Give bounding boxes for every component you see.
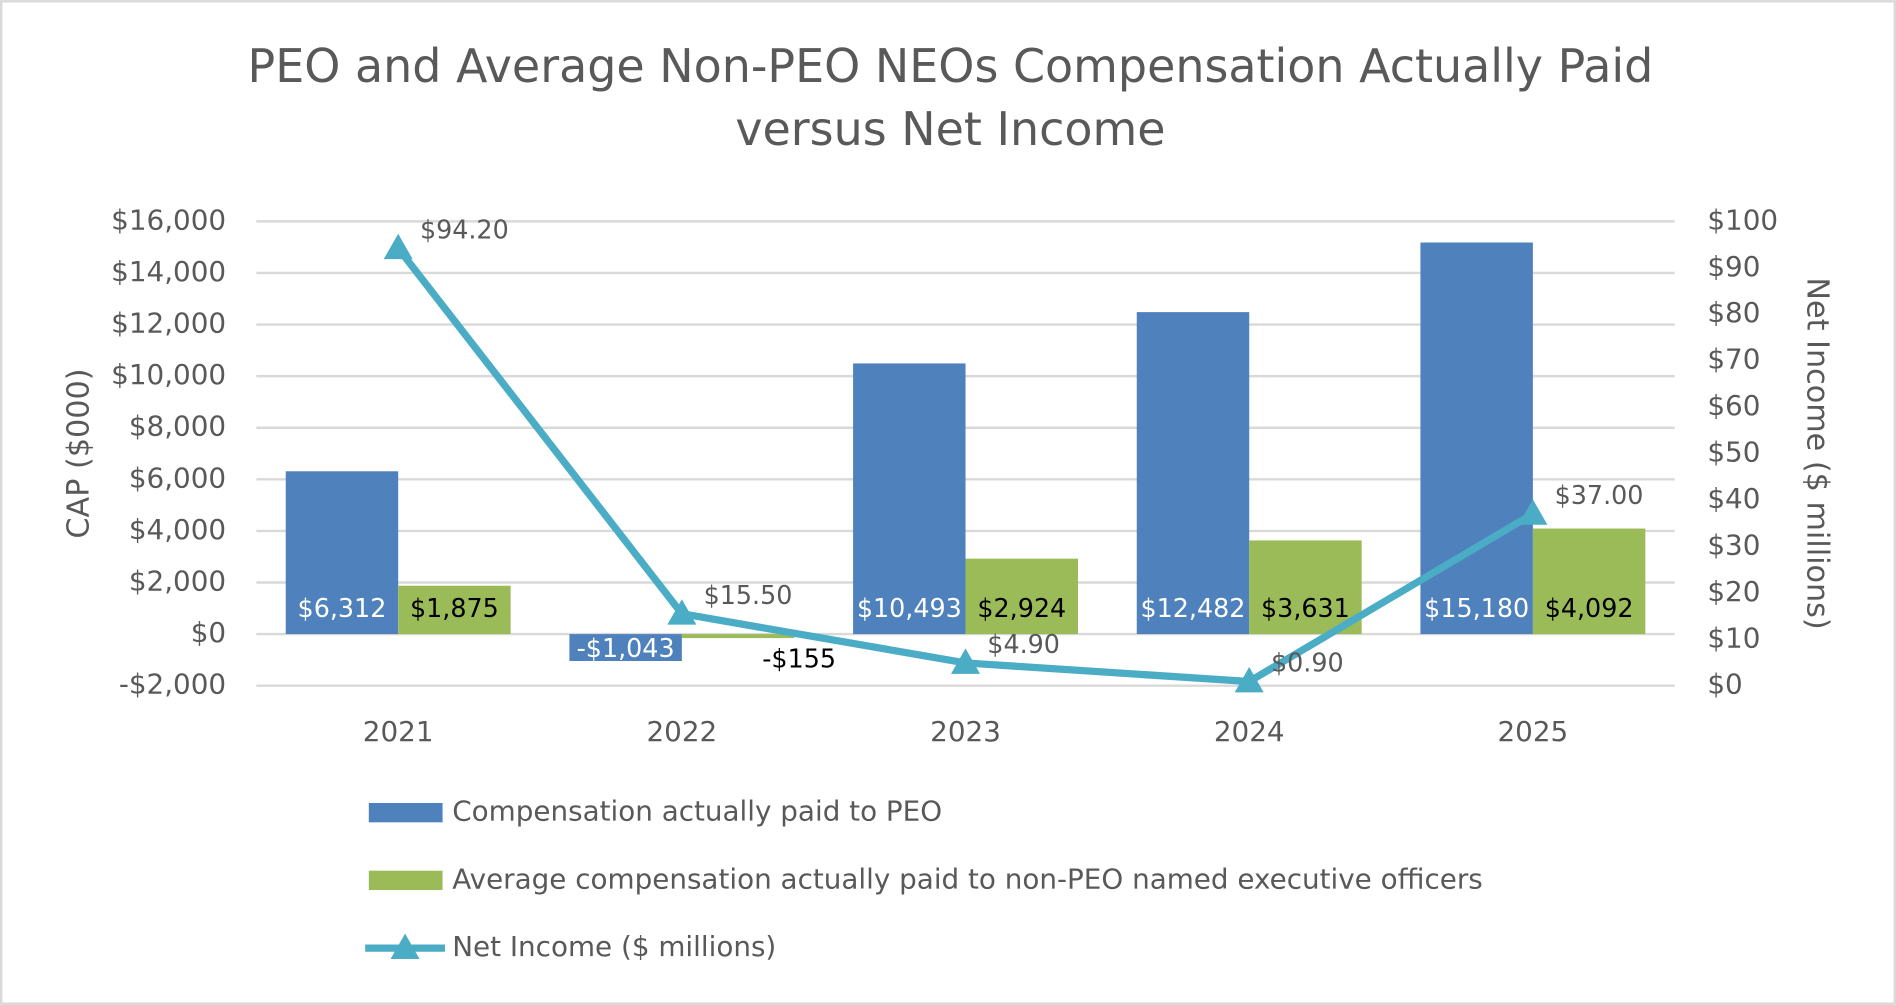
y-tick-label: -$2,000 [119, 668, 226, 701]
data-label: $2,924 [977, 593, 1066, 623]
legend-label: Compensation actually paid to PEO [452, 795, 942, 828]
y-tick-label: $6,000 [129, 461, 226, 494]
data-label: $12,482 [1141, 593, 1246, 623]
bar [681, 634, 795, 639]
y2-tick-label: $90 [1707, 250, 1760, 283]
legend-label: Net Income ($ millions) [452, 930, 776, 963]
line-marker [1234, 667, 1264, 693]
y-tick-label: $4,000 [129, 513, 226, 546]
y2-tick-label: $40 [1707, 482, 1760, 515]
data-label: $6,312 [298, 593, 387, 623]
bar [965, 558, 1078, 635]
y-tick-label: $10,000 [111, 358, 226, 391]
legend-swatch [368, 802, 443, 823]
y-tick-label: $14,000 [111, 255, 226, 288]
bar [569, 634, 682, 662]
x-tick-label: 2025 [1498, 715, 1569, 748]
y2-axis-title: Net Income ($ millions) [1800, 277, 1835, 629]
line-data-label: $37.00 [1555, 480, 1644, 510]
y-axis-title: CAP ($000) [61, 368, 96, 538]
data-label: $1,875 [410, 593, 499, 623]
bar [285, 471, 399, 635]
x-tick-label: 2024 [1214, 715, 1285, 748]
legend-swatch [368, 870, 443, 891]
line-data-label: $4.90 [987, 629, 1060, 659]
y-tick-label: $8,000 [129, 410, 226, 443]
y2-tick-label: $20 [1707, 575, 1760, 608]
data-label: -$1,043 [577, 633, 675, 663]
line-marker [383, 233, 413, 260]
x-tick-label: 2022 [646, 715, 717, 748]
bar [1420, 242, 1533, 635]
data-label: $15,180 [1424, 593, 1529, 623]
line-marker [951, 648, 981, 674]
bar [1136, 312, 1250, 635]
y2-tick-label: $80 [1707, 296, 1760, 329]
x-tick-label: 2023 [930, 715, 1001, 748]
data-label: $3,631 [1261, 593, 1350, 623]
data-label: $4,092 [1545, 593, 1634, 623]
y-tick-label: $0 [191, 616, 226, 649]
legend-marker [390, 933, 420, 959]
y-tick-label: $2,000 [129, 565, 226, 598]
legend-label: Average compensation actually paid to no… [452, 862, 1483, 895]
y2-tick-label: $0 [1707, 668, 1742, 701]
y2-tick-label: $30 [1707, 528, 1760, 561]
y-tick-label: $16,000 [111, 203, 226, 236]
bar [853, 363, 966, 635]
y2-tick-label: $100 [1707, 203, 1778, 236]
bar [1249, 540, 1362, 635]
chart-title: PEO and Average Non-PEO NEOs Compensatio… [248, 39, 1654, 156]
y2-tick-label: $10 [1707, 621, 1760, 654]
line-marker [1518, 499, 1548, 525]
y2-tick-label: $70 [1707, 343, 1760, 376]
line-data-label: $94.20 [420, 214, 509, 244]
y2-tick-label: $60 [1707, 389, 1760, 422]
data-label: -$155 [762, 644, 836, 674]
data-label: $10,493 [857, 593, 962, 623]
bar [398, 585, 511, 635]
bar [1532, 528, 1646, 635]
line-data-label: $0.90 [1271, 648, 1344, 678]
line-marker [667, 599, 697, 625]
line-data-label: $15.50 [704, 580, 793, 610]
x-tick-label: 2021 [363, 715, 434, 748]
y-tick-label: $12,000 [111, 307, 226, 340]
y2-tick-label: $50 [1707, 436, 1760, 469]
